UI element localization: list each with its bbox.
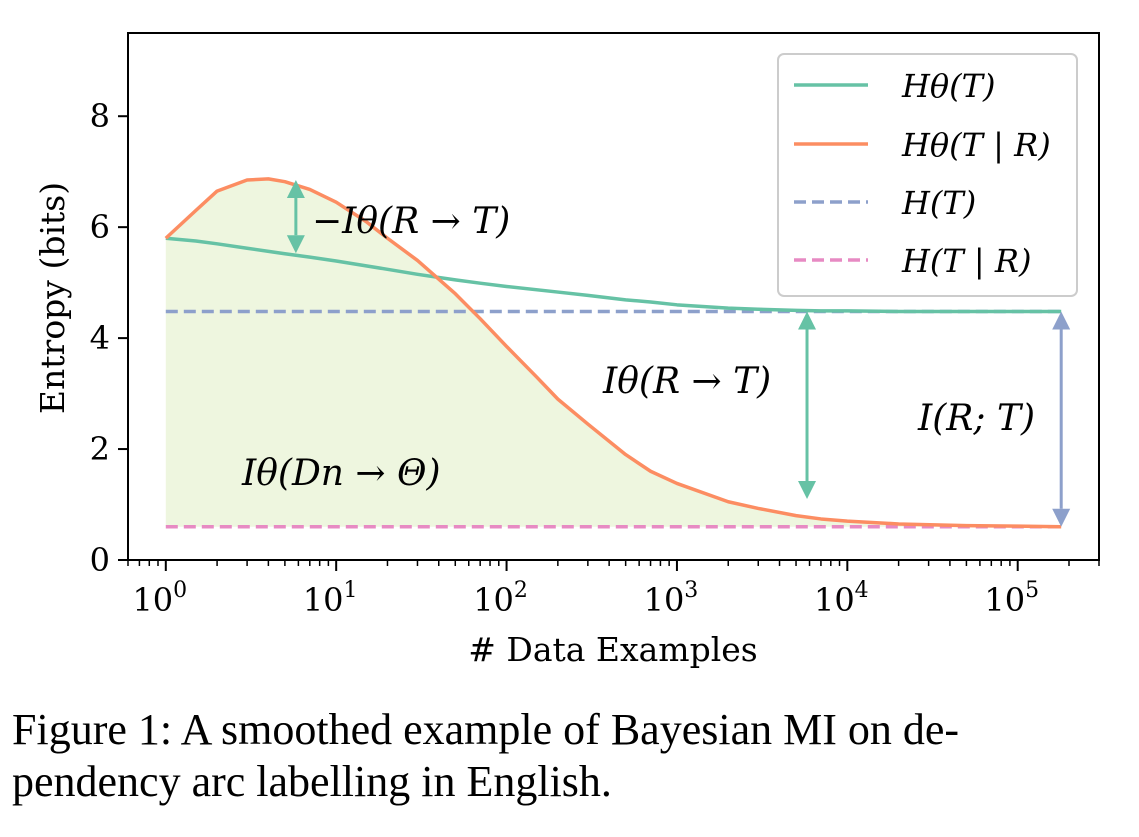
shaded-area-layer <box>165 178 1062 527</box>
x-tick-label-0: 100 <box>132 578 187 619</box>
x-tick-label-3: 103 <box>644 578 699 619</box>
arrow-layer <box>286 180 1071 527</box>
caption-line-2: pendency arc labelling in English. <box>12 757 612 806</box>
axis-ticks: 0 2 4 6 8 100 101 102 103 104 105 <box>90 97 1100 619</box>
legend-label-3: H(T | R) <box>901 242 1031 280</box>
data-mi-label: Iθ(Dn → Θ) <box>241 453 441 494</box>
x-tick-label-4: 104 <box>814 578 869 619</box>
series-layer <box>164 177 1062 529</box>
plot-frame <box>127 32 1100 561</box>
series-line-0 <box>165 236 1062 314</box>
y-tick-label-8: 8 <box>90 97 110 135</box>
shaded-area <box>165 178 1062 527</box>
x-tick-label-2: 102 <box>473 578 528 619</box>
legend-label-0: Hθ(T) <box>901 67 995 105</box>
series-line-1 <box>164 177 1062 529</box>
x-tick-label-5: 105 <box>984 578 1039 619</box>
mi-label: Iθ(R → T) <box>602 361 771 402</box>
y-axis-label: Entropy (bits) <box>33 182 72 414</box>
true-mi-arrow-head-bottom <box>1052 508 1071 527</box>
neg-mi-arrow <box>286 180 305 254</box>
y-tick-label-2: 2 <box>90 430 110 468</box>
mi-arrow <box>798 311 817 499</box>
neg-mi-arrow-head-top <box>286 180 305 199</box>
mi-arrow-head-bottom <box>798 480 817 499</box>
true-mi-arrow-head-top <box>1052 311 1071 330</box>
legend-label-2: H(T) <box>901 184 976 222</box>
y-tick-label-6: 6 <box>90 208 110 246</box>
x-axis-label: # Data Examples <box>468 630 758 669</box>
true-mi-arrow <box>1052 311 1071 527</box>
true-mi-label: I(R; T) <box>917 398 1035 439</box>
x-tick-label-1: 101 <box>303 578 358 619</box>
y-tick-label-4: 4 <box>90 319 110 357</box>
mi-arrow-head-top <box>798 311 817 330</box>
neg-mi-label: −Iθ(R → T) <box>312 201 510 242</box>
y-tick-label-0: 0 <box>90 541 110 579</box>
legend-box <box>777 53 1078 297</box>
neg-mi-arrow-head-bottom <box>286 235 305 254</box>
caption-line-1: Figure 1: A smoothed example of Bayesian… <box>12 705 960 754</box>
legend-label-1: Hθ(T | R) <box>901 126 1051 164</box>
figure-caption: Figure 1: A smoothed example of Bayesian… <box>12 704 1127 808</box>
legend: Hθ(T) Hθ(T | R) H(T) H(T | R) <box>777 53 1078 297</box>
